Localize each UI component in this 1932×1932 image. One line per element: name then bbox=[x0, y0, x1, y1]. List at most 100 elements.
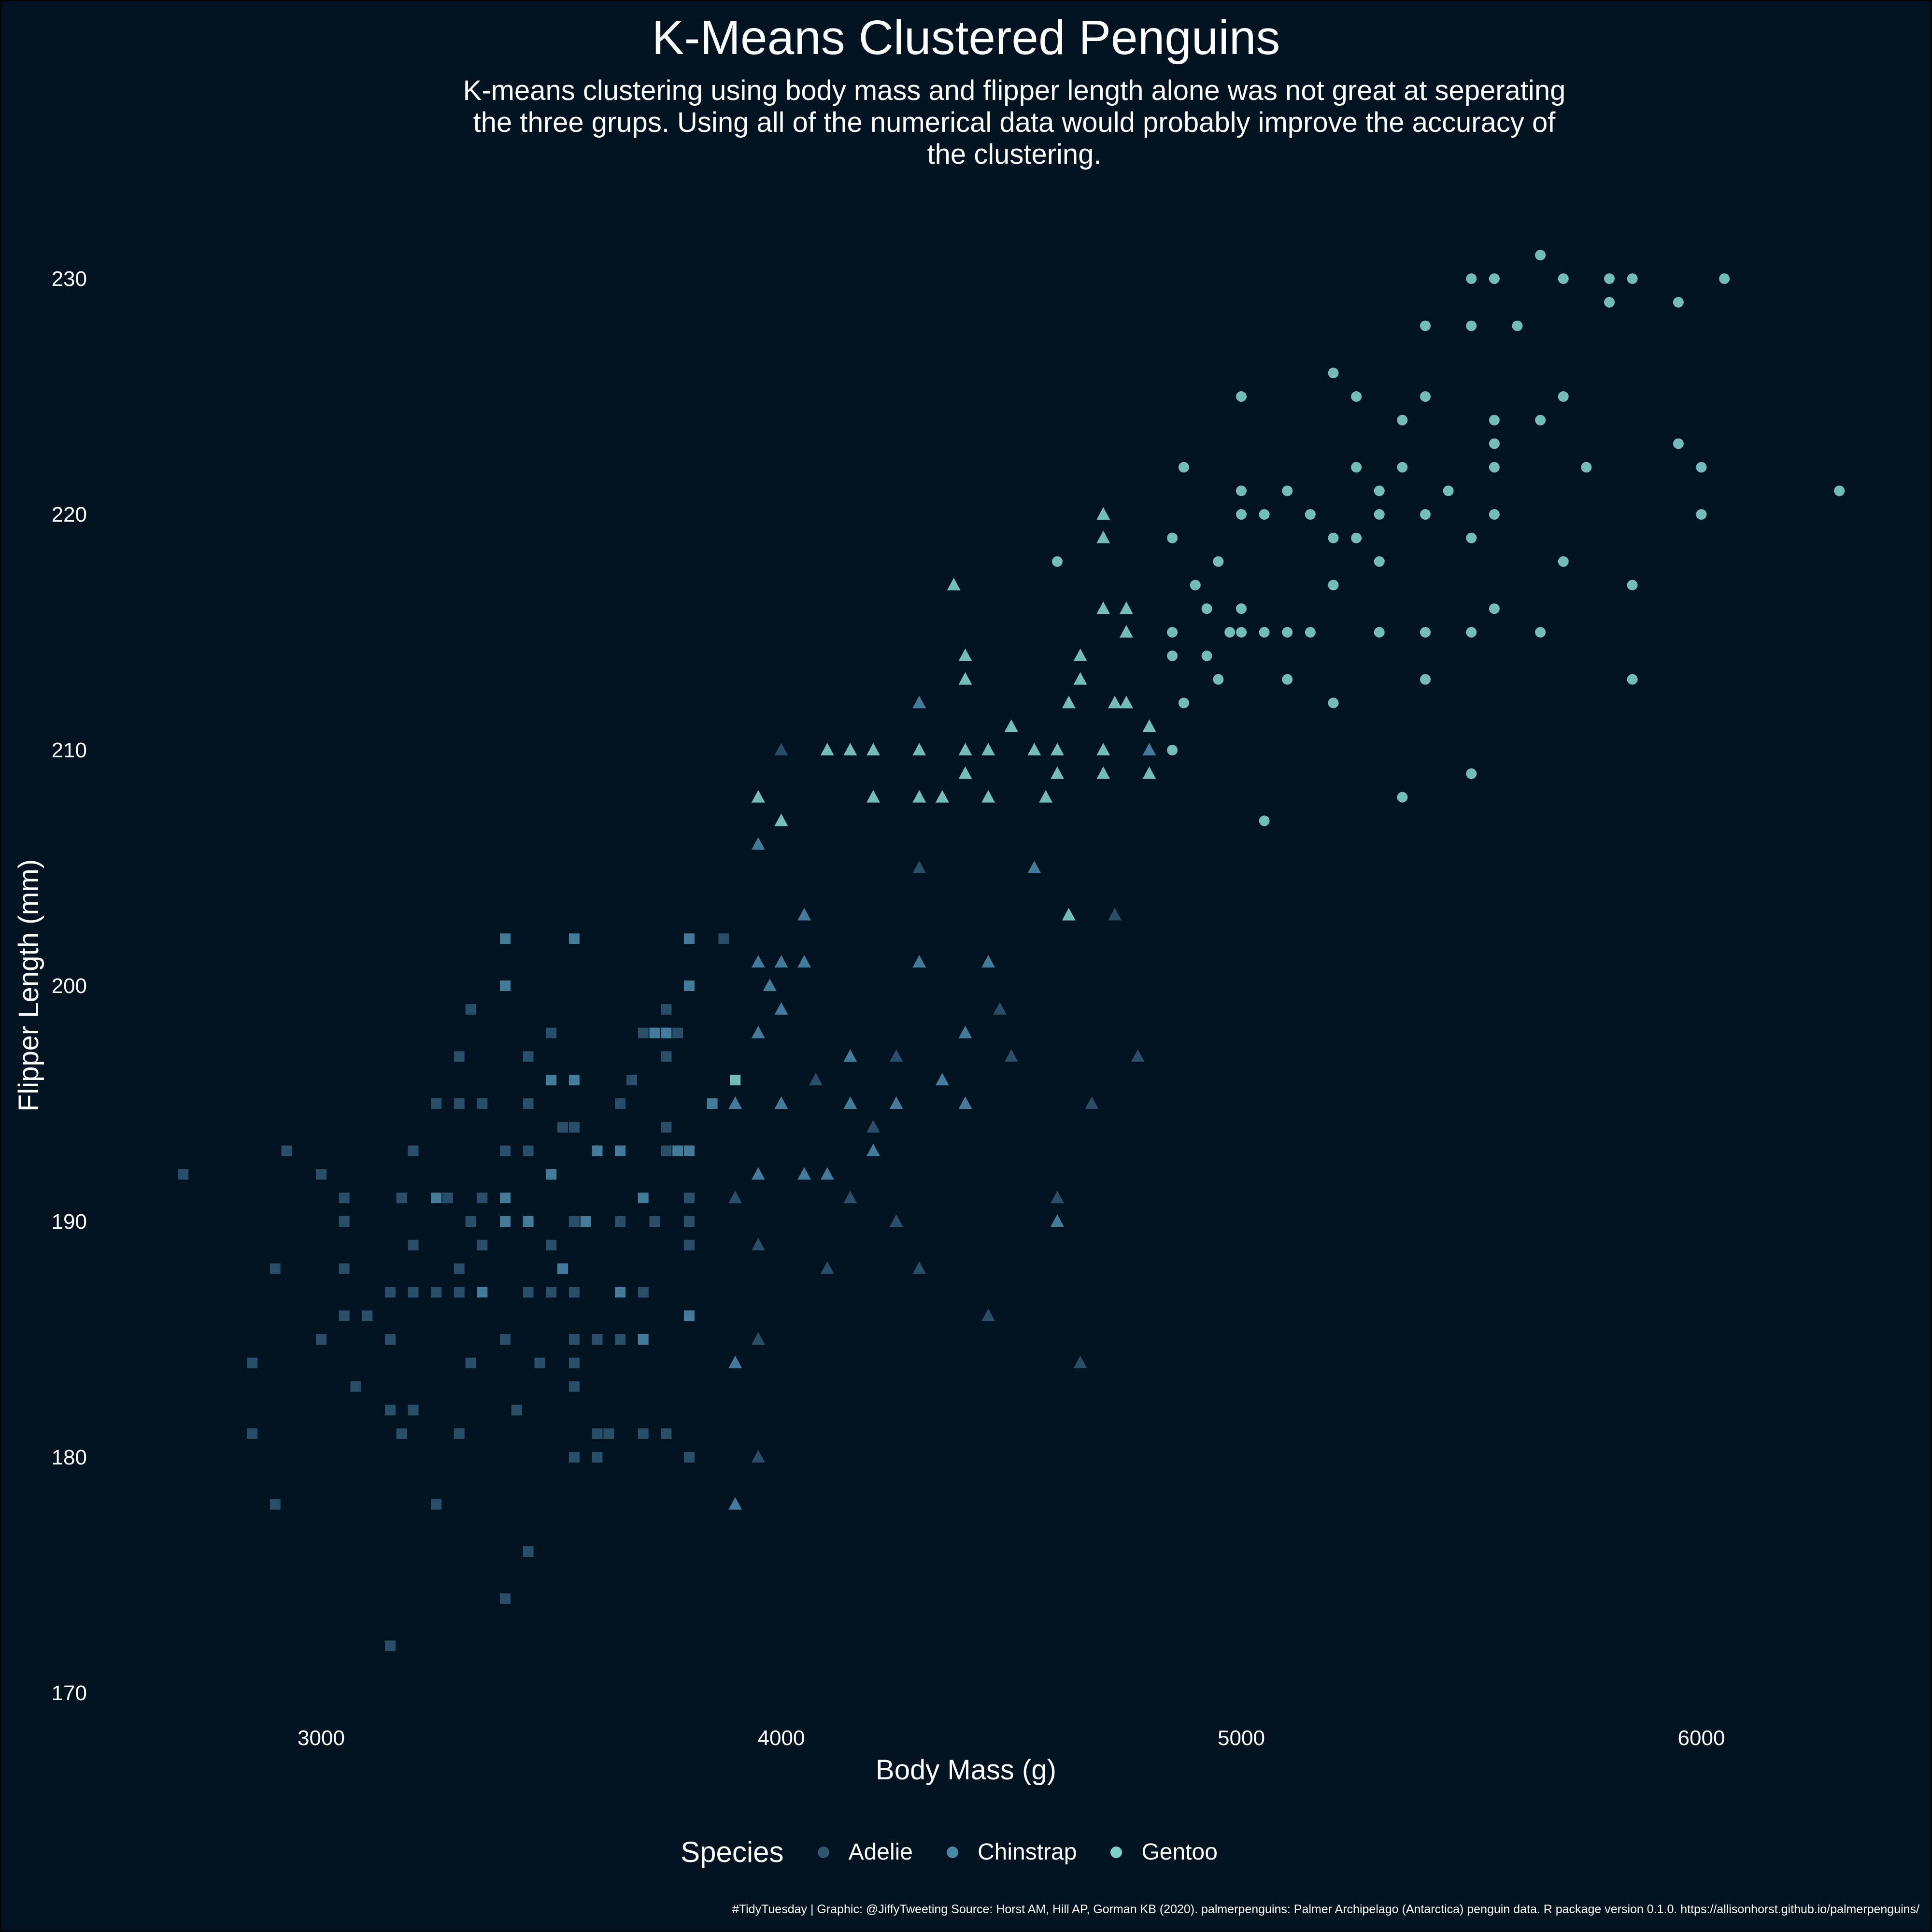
point-gentoo-28 bbox=[1096, 601, 1110, 614]
point-gentoo-80 bbox=[1420, 627, 1431, 638]
legend-item-adelie: Adelie bbox=[817, 1839, 913, 1865]
point-gentoo-47 bbox=[1213, 556, 1224, 567]
point-gentoo-60 bbox=[1282, 674, 1293, 685]
point-gentoo-79 bbox=[1420, 509, 1431, 520]
point-chinstrap-13 bbox=[592, 1145, 603, 1156]
point-gentoo-92 bbox=[1489, 509, 1500, 520]
point-gentoo-103 bbox=[1604, 297, 1615, 308]
point-adelie-12 bbox=[350, 1381, 361, 1392]
point-adelie-96 bbox=[981, 1308, 995, 1321]
point-adelie-22 bbox=[408, 1287, 419, 1298]
point-gentoo-17 bbox=[1004, 719, 1018, 732]
point-adelie-67 bbox=[626, 1075, 637, 1086]
point-gentoo-88 bbox=[1489, 273, 1500, 284]
point-chinstrap-10 bbox=[568, 933, 580, 944]
point-adelie-38 bbox=[477, 1239, 488, 1250]
point-chinstrap-5 bbox=[500, 1216, 511, 1227]
point-gentoo-6 bbox=[867, 790, 880, 803]
x-tick-label-3000: 3000 bbox=[298, 1726, 345, 1750]
point-adelie-6 bbox=[316, 1334, 327, 1345]
point-gentoo-35 bbox=[1142, 719, 1156, 732]
point-gentoo-24 bbox=[1073, 648, 1087, 661]
point-gentoo-11 bbox=[958, 648, 972, 661]
point-chinstrap-32 bbox=[751, 1167, 765, 1180]
point-adelie-16 bbox=[384, 1405, 396, 1416]
point-gentoo-105 bbox=[1627, 580, 1638, 591]
point-gentoo-37 bbox=[1052, 556, 1063, 567]
point-chinstrap-17 bbox=[638, 1334, 649, 1345]
point-adelie-34 bbox=[465, 1216, 476, 1227]
y-tick-label-170: 170 bbox=[52, 1681, 87, 1705]
point-gentoo-107 bbox=[1673, 297, 1684, 308]
point-gentoo-14 bbox=[958, 766, 972, 779]
point-adelie-54 bbox=[568, 1216, 580, 1227]
point-adelie-72 bbox=[661, 1004, 672, 1015]
point-chinstrap-36 bbox=[774, 1096, 788, 1109]
point-adelie-80 bbox=[684, 1239, 695, 1250]
point-adelie-18 bbox=[396, 1193, 407, 1204]
point-gentoo-97 bbox=[1535, 627, 1546, 638]
point-gentoo-9 bbox=[935, 790, 949, 803]
point-gentoo-74 bbox=[1397, 414, 1408, 426]
point-gentoo-98 bbox=[1558, 273, 1569, 284]
point-adelie-62 bbox=[592, 1452, 603, 1463]
point-gentoo-91 bbox=[1489, 462, 1500, 473]
point-adelie-29 bbox=[454, 1098, 465, 1109]
point-adelie-28 bbox=[454, 1051, 465, 1062]
point-adelie-33 bbox=[465, 1004, 476, 1015]
point-adelie-30 bbox=[454, 1263, 465, 1274]
point-gentoo-104 bbox=[1627, 273, 1638, 284]
point-gentoo-100 bbox=[1558, 556, 1569, 567]
point-chinstrap-16 bbox=[638, 1193, 649, 1204]
point-adelie-19 bbox=[396, 1428, 407, 1439]
x-tick-label-4000: 4000 bbox=[758, 1726, 805, 1750]
point-gentoo-23 bbox=[1062, 696, 1076, 709]
point-chinstrap-23 bbox=[684, 1145, 695, 1156]
data-points bbox=[178, 250, 1845, 1651]
point-adelie-47 bbox=[523, 1546, 534, 1557]
point-gentoo-94 bbox=[1512, 320, 1523, 331]
point-gentoo-22 bbox=[1062, 908, 1076, 921]
point-gentoo-29 bbox=[1096, 743, 1110, 755]
point-gentoo-53 bbox=[1236, 603, 1247, 614]
point-gentoo-15 bbox=[981, 743, 995, 755]
point-gentoo-43 bbox=[1178, 697, 1189, 709]
point-gentoo-82 bbox=[1443, 485, 1454, 497]
point-adelie-39 bbox=[500, 1145, 511, 1156]
point-adelie-7 bbox=[316, 1169, 327, 1180]
point-gentoo-18 bbox=[1027, 743, 1041, 755]
point-gentoo-1 bbox=[751, 790, 765, 803]
point-adelie-77 bbox=[672, 1027, 683, 1038]
point-chinstrap-53 bbox=[1142, 743, 1156, 755]
point-chinstrap-26 bbox=[728, 1355, 742, 1368]
point-adelie-63 bbox=[603, 1428, 614, 1439]
point-gentoo-85 bbox=[1466, 532, 1477, 543]
point-gentoo-73 bbox=[1374, 627, 1385, 638]
point-gentoo-30 bbox=[1096, 766, 1110, 779]
point-adelie-100 bbox=[1073, 1355, 1087, 1368]
point-adelie-53 bbox=[568, 1122, 580, 1133]
legend-label-adelie: Adelie bbox=[848, 1839, 913, 1865]
point-adelie-11 bbox=[339, 1310, 350, 1321]
chart-title: K-Means Clustered Penguins bbox=[652, 11, 1280, 65]
point-adelie-44 bbox=[523, 1098, 534, 1109]
point-adelie-26 bbox=[431, 1499, 442, 1510]
point-adelie-41 bbox=[500, 1593, 511, 1604]
point-chinstrap-0 bbox=[431, 1193, 442, 1204]
point-gentoo-86 bbox=[1466, 627, 1477, 638]
point-gentoo-25 bbox=[1073, 672, 1087, 685]
point-adelie-42 bbox=[511, 1405, 522, 1416]
point-gentoo-96 bbox=[1535, 414, 1546, 426]
point-chinstrap-40 bbox=[820, 1167, 834, 1180]
point-adelie-45 bbox=[523, 1145, 534, 1156]
point-gentoo-13 bbox=[958, 743, 972, 755]
point-chinstrap-21 bbox=[684, 933, 695, 944]
point-adelie-74 bbox=[661, 1122, 672, 1133]
point-adelie-73 bbox=[661, 1051, 672, 1062]
legend-title: Species bbox=[681, 1836, 784, 1868]
point-adelie-25 bbox=[431, 1287, 442, 1298]
point-gentoo-31 bbox=[1108, 696, 1122, 709]
point-gentoo-34 bbox=[1119, 696, 1133, 709]
